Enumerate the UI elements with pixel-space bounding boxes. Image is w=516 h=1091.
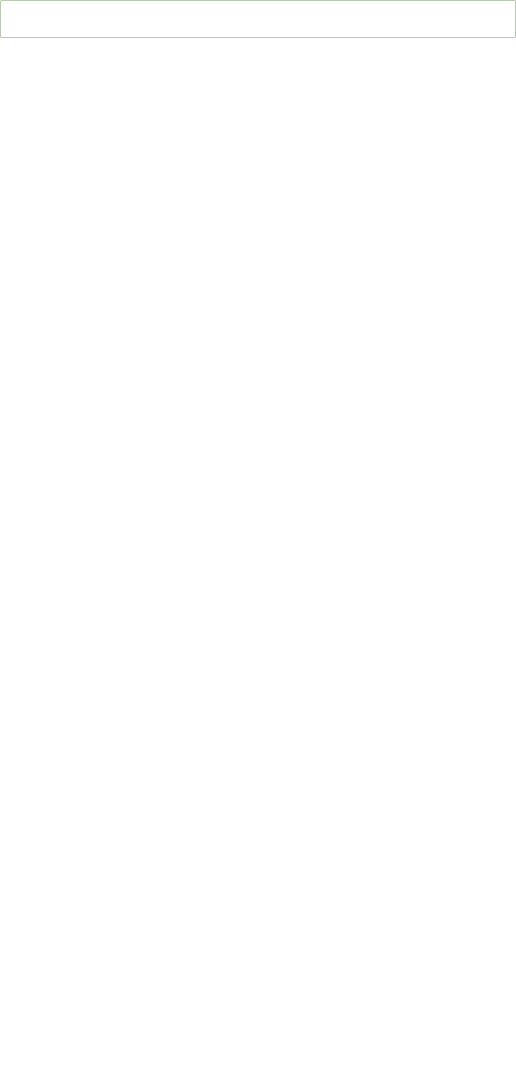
figure-container	[0, 0, 516, 38]
x-axis	[11, 9, 505, 15]
